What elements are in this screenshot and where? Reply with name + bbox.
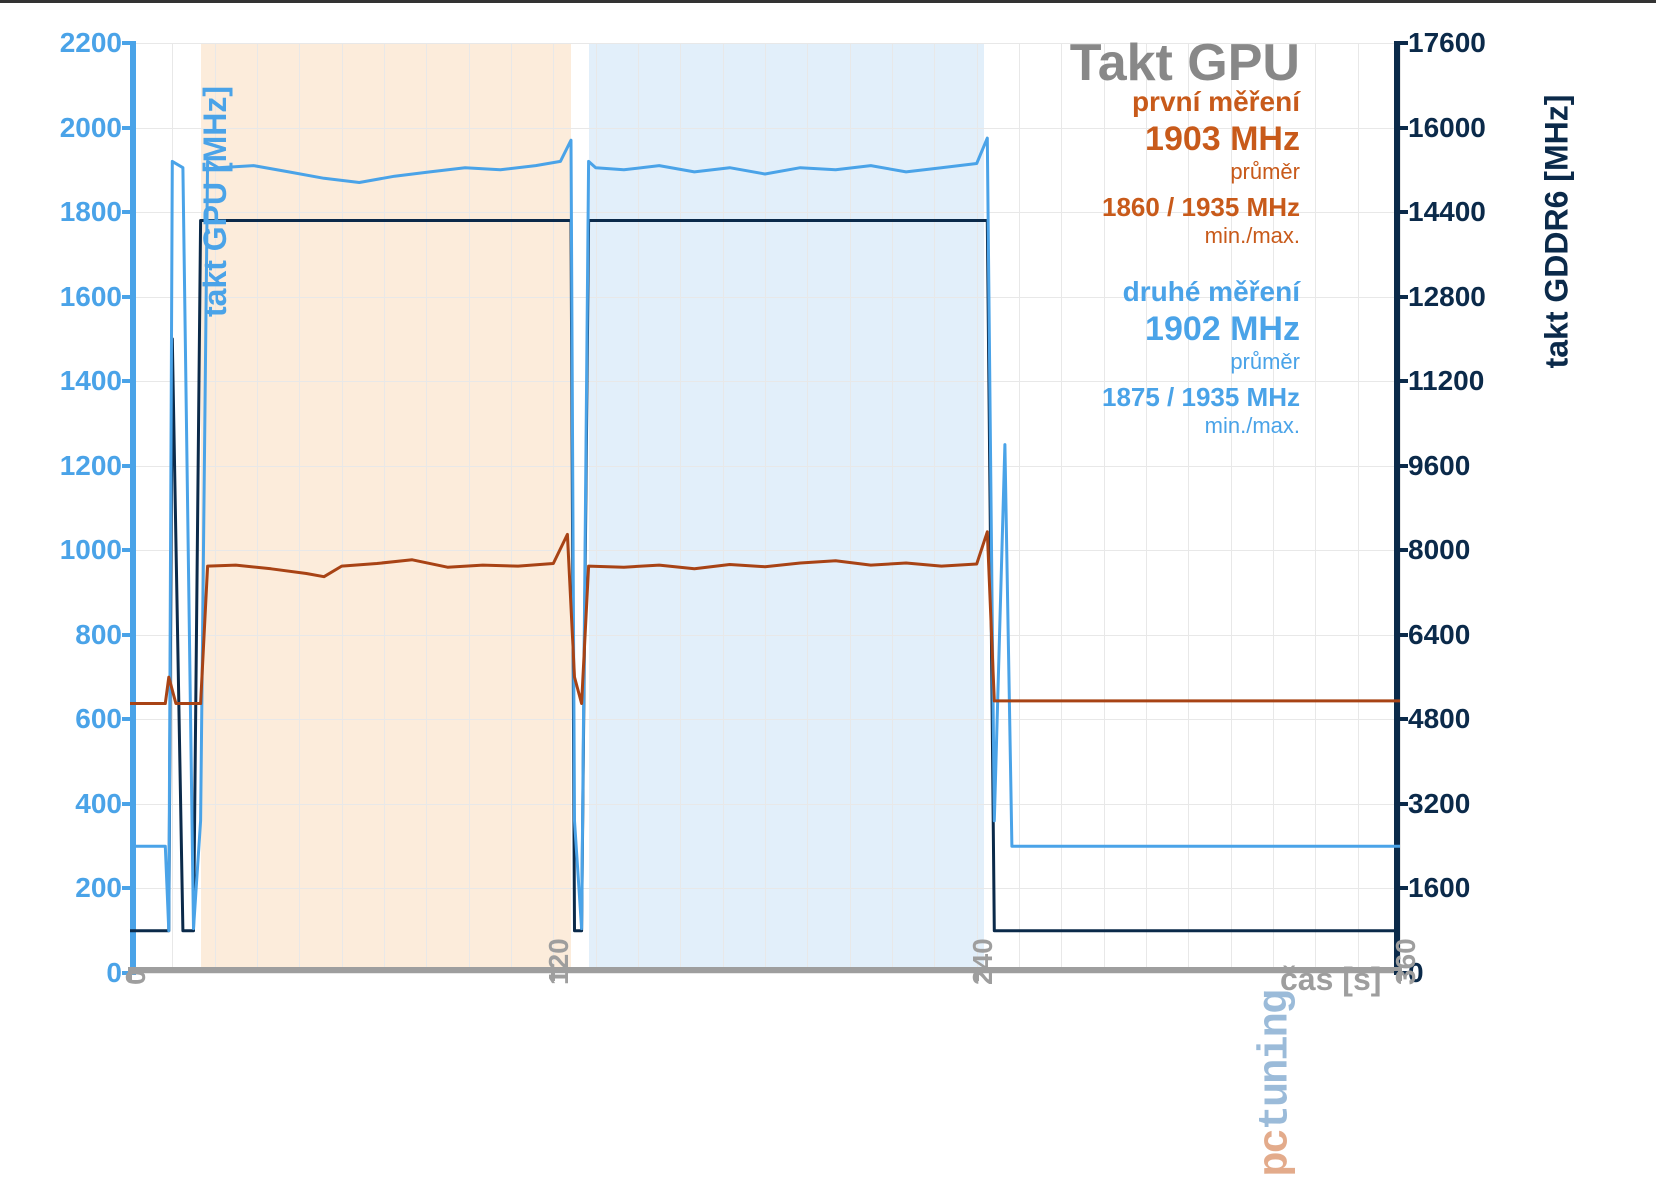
y-left-tick-label: 200 (75, 872, 122, 904)
y-right-tick-label: 1600 (1408, 872, 1470, 904)
legend-2-minmax-label: min./max. (1102, 413, 1300, 439)
legend-1-minmax: 1860 / 1935 MHz (1102, 192, 1300, 223)
y-left-tick-label: 1800 (60, 196, 122, 228)
grid-line (130, 973, 1400, 974)
legend-1-header: první měření (1102, 85, 1300, 119)
chart-title: Takt GPU (1070, 33, 1300, 93)
legend-series-2: druhé měření 1902 MHz průměr 1875 / 1935… (1102, 275, 1300, 439)
y-right-tick-label: 9600 (1408, 450, 1470, 482)
y-right-tick-label: 8000 (1408, 534, 1470, 566)
legend-2-avg: 1902 MHz (1102, 309, 1300, 350)
y-right-tick-label: 12800 (1408, 281, 1486, 313)
chart-container: 0200400600800100012001400160018002000220… (0, 0, 1656, 1044)
watermark-pc: pc (1252, 1130, 1300, 1176)
y-left-tick-label: 1600 (60, 281, 122, 313)
watermark-tuning: tuning (1252, 991, 1300, 1130)
legend-2-minmax: 1875 / 1935 MHz (1102, 382, 1300, 413)
y-right-tick-label: 17600 (1408, 27, 1486, 59)
y-left-tick-label: 400 (75, 788, 122, 820)
y-right-tick-label: 14400 (1408, 196, 1486, 228)
y-left-tick-label: 2000 (60, 112, 122, 144)
legend-1-avg-label: průměr (1102, 159, 1300, 185)
y-right-axis-title: takt GDDR6 [MHz] (1538, 95, 1575, 369)
legend-1-avg: 1903 MHz (1102, 119, 1300, 160)
legend-2-avg-label: průměr (1102, 349, 1300, 375)
data-line (130, 138, 1400, 931)
y-left-tick-label: 600 (75, 703, 122, 735)
y-left-tick-label: 1200 (60, 450, 122, 482)
legend-2-header: druhé měření (1102, 275, 1300, 309)
y-left-tick-label: 800 (75, 619, 122, 651)
y-left-tick-label: 2200 (60, 27, 122, 59)
grid-line (1400, 43, 1401, 973)
legend-1-minmax-label: min./max. (1102, 223, 1300, 249)
legend-series-1: první měření 1903 MHz průměr 1860 / 1935… (1102, 85, 1300, 249)
y-right-tick-label: 6400 (1408, 619, 1470, 651)
y-right-tick-label: 16000 (1408, 112, 1486, 144)
y-right-tick-label: 11200 (1408, 365, 1484, 397)
y-left-tick-label: 1400 (60, 365, 122, 397)
y-right-tick-label: 4800 (1408, 703, 1470, 735)
y-left-tick-label: 1000 (60, 534, 122, 566)
y-left-axis-title: takt GPU [MHz] (197, 86, 234, 317)
data-line (130, 532, 1400, 704)
y-right-tick-label: 3200 (1408, 788, 1470, 820)
watermark-logo: pctuning (1252, 991, 1300, 1177)
